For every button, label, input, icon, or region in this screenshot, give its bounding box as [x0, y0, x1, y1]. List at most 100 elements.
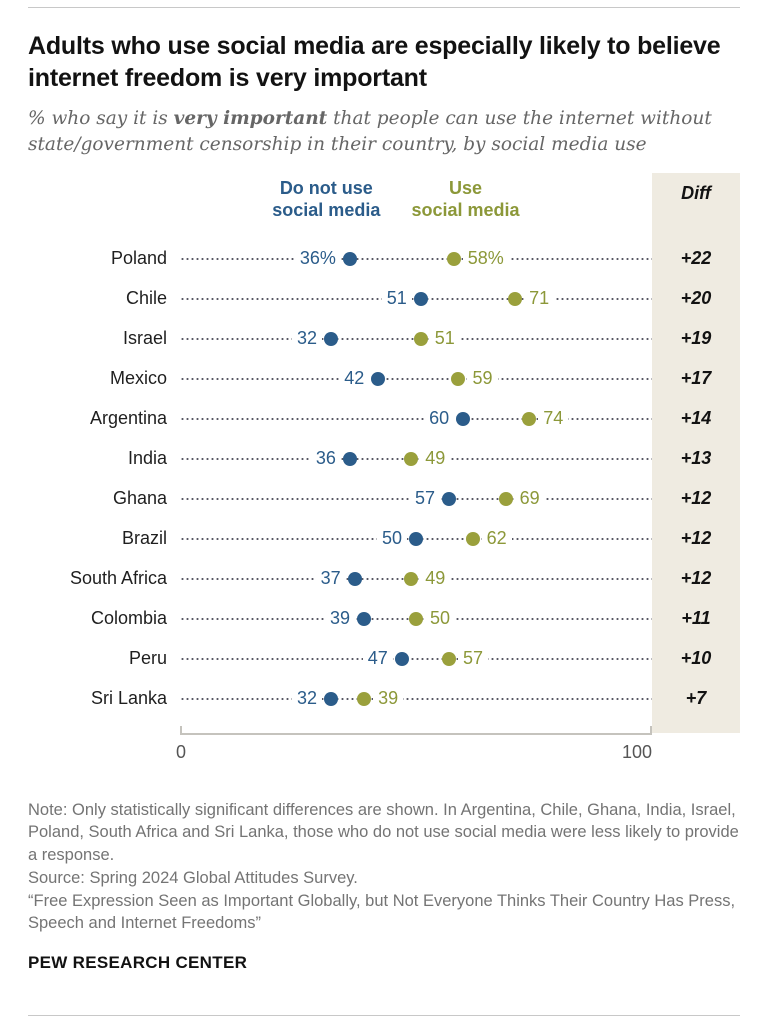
- row-plot: 39 50: [180, 599, 652, 639]
- value-no-social: 57: [410, 487, 441, 509]
- bottom-divider: [28, 1015, 740, 1016]
- row-plot: 57 69: [180, 479, 652, 519]
- value-no-social: 36%: [294, 247, 341, 269]
- value-social: 49: [420, 447, 451, 469]
- dot-social: [442, 651, 457, 666]
- subtitle-suffix: that people can use the internet without…: [28, 108, 712, 156]
- diff-header: Diff: [681, 182, 711, 203]
- table-row: Colombia 39 50 +11: [28, 599, 740, 639]
- dot-no-social: [456, 411, 471, 426]
- dot-no-social: [324, 331, 339, 346]
- value-social: 71: [524, 287, 555, 309]
- legend-spacer: [28, 173, 180, 239]
- notes-block: Note: Only statistically significant dif…: [28, 799, 740, 936]
- x-tick-100: 100: [621, 741, 652, 762]
- value-no-social: 37: [315, 567, 346, 589]
- diff-value: +7: [685, 688, 707, 709]
- chart-rows: Poland 36% 58% +22 Chile 51 71 +20 Israe…: [28, 239, 740, 719]
- country-label: India: [127, 448, 167, 469]
- value-no-social: 39: [325, 607, 356, 629]
- dot-social: [451, 371, 466, 386]
- table-row: Argentina 60 74 +14: [28, 399, 740, 439]
- axis-spacer-right: [652, 733, 740, 777]
- country-label: Sri Lanka: [90, 688, 167, 709]
- dotted-leader-line: [180, 417, 652, 420]
- note-text: Note: Only statistically significant dif…: [28, 800, 739, 865]
- dot-social: [522, 411, 537, 426]
- dot-social: [508, 291, 523, 306]
- row-plot: 47 57: [180, 639, 652, 679]
- dot-social: [409, 611, 423, 626]
- report-title-text: “Free Expression Seen as Important Globa…: [28, 891, 736, 933]
- dot-social: [413, 331, 428, 346]
- country-label: Ghana: [112, 488, 167, 509]
- legend-no-social-line1: Do not use: [279, 177, 373, 198]
- row-plot: 32 51: [180, 319, 652, 359]
- chart-subtitle: % who say it is very important that peop…: [28, 106, 740, 159]
- dot-social: [404, 451, 419, 466]
- dot-no-social: [409, 531, 423, 546]
- axis-wrap: 0 100: [176, 725, 652, 777]
- value-social: 58%: [462, 247, 509, 269]
- dot-no-social: [371, 371, 386, 386]
- page-title: Adults who use social media are especial…: [28, 32, 721, 92]
- table-row: Mexico 42 59 +17: [28, 359, 740, 399]
- dotted-leader-line: [180, 377, 652, 380]
- legend-social: Use social media: [412, 177, 520, 222]
- dot-no-social: [394, 651, 409, 666]
- legend-social-line2: social media: [411, 200, 520, 221]
- diff-value: +11: [681, 608, 711, 629]
- table-row: Poland 36% 58% +22: [28, 239, 740, 279]
- value-no-social: 32: [292, 327, 323, 349]
- dot-no-social: [347, 571, 362, 586]
- table-row: Israel 32 51 +19: [28, 319, 740, 359]
- row-plot: 32 39: [180, 679, 652, 719]
- diff-column-background: [652, 172, 740, 733]
- dot-social: [446, 251, 461, 266]
- row-plot: 51 71: [180, 279, 652, 319]
- country-label: Brazil: [121, 528, 167, 549]
- dotted-leader-line: [180, 257, 652, 260]
- diff-value: +19: [680, 328, 712, 349]
- country-label: Argentina: [89, 408, 167, 429]
- country-label: Colombia: [90, 608, 167, 629]
- value-social: 57: [458, 647, 489, 669]
- legend-no-social-line2: social media: [272, 200, 381, 221]
- source-text: Source: Spring 2024 Global Attitudes Sur…: [28, 868, 358, 887]
- table-row: Ghana 57 69 +12: [28, 479, 740, 519]
- row-plot: 42 59: [180, 359, 652, 399]
- dot-social: [465, 531, 480, 546]
- top-divider: [28, 7, 740, 8]
- legend-no-social: Do not use social media: [272, 177, 380, 222]
- value-no-social: 51: [381, 287, 412, 309]
- value-social: 62: [481, 527, 512, 549]
- x-axis: [180, 725, 652, 735]
- legend-social-line1: Use: [449, 177, 483, 198]
- row-plot: 36 49: [180, 439, 652, 479]
- diff-value: +17: [680, 368, 712, 389]
- value-no-social: 47: [362, 647, 393, 669]
- row-plot: 50 62: [180, 519, 652, 559]
- value-social: 49: [420, 567, 451, 589]
- table-row: Brazil 50 62 +12: [28, 519, 740, 559]
- value-social: 51: [429, 327, 460, 349]
- diff-value: +12: [680, 528, 712, 549]
- dot-no-social: [413, 291, 428, 306]
- legend-area: Do not use social media Use social media: [180, 173, 652, 239]
- legend-row: Do not use social media Use social media…: [28, 173, 740, 239]
- country-label: Peru: [128, 648, 167, 669]
- row-plot: 36% 58%: [180, 239, 652, 279]
- value-social: 50: [425, 607, 456, 629]
- value-no-social: 50: [376, 527, 407, 549]
- axis-row: 0 100: [28, 719, 740, 777]
- diff-value: +10: [680, 648, 712, 669]
- country-label: Israel: [122, 328, 167, 349]
- country-label: Mexico: [109, 368, 167, 389]
- dot-social: [404, 571, 419, 586]
- row-plot: 60 74: [180, 399, 652, 439]
- table-row: Chile 51 71 +20: [28, 279, 740, 319]
- dot-no-social: [357, 611, 372, 626]
- axis-spacer-left: [28, 733, 180, 777]
- country-label: South Africa: [69, 568, 167, 589]
